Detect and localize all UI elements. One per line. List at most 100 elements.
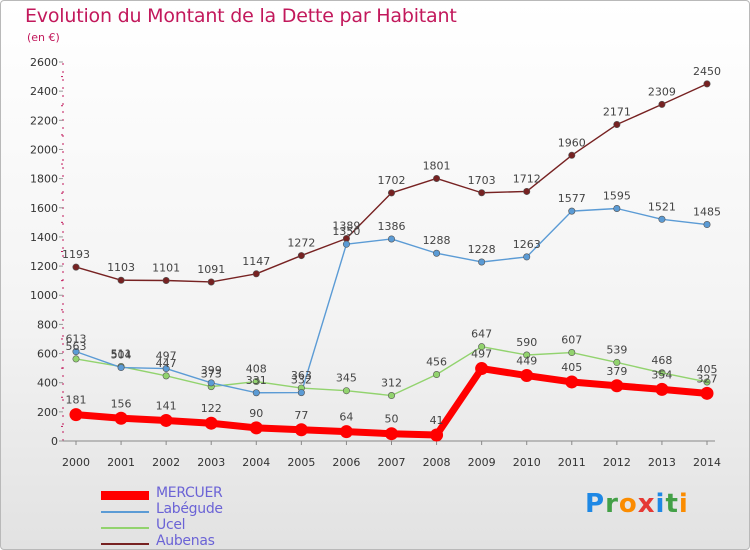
data-point [703,378,711,386]
data-label: 539 [606,343,627,356]
x-tick-label: 2004 [242,456,270,469]
data-label: 1350 [332,225,360,238]
data-point [658,215,666,223]
data-point [72,263,80,271]
data-label: 1091 [197,263,225,276]
data-label: 1703 [468,174,496,187]
data-point [72,348,80,356]
data-label: 447 [156,357,177,370]
data-label: 1228 [468,243,496,256]
data-label: 354 [651,368,672,381]
y-tick-label: 1200 [30,260,58,273]
data-point [72,355,80,363]
x-tick-label: 2010 [513,456,541,469]
data-point [658,369,666,377]
data-label: 511 [111,348,132,361]
data-label: 156 [111,397,132,410]
data-label: 373 [201,368,222,381]
proxiti-logo: Proxiti [585,489,689,519]
data-label: 1521 [648,200,676,213]
data-labels: 1193 1103 1101 1091 1147 1272 1389 1702 1801 1703… [62,65,721,427]
y-tick-label: 0 [51,435,58,448]
x-tick-label: 2003 [197,456,225,469]
data-point [568,151,576,159]
data-label: 1485 [693,206,721,219]
series-points [69,80,714,442]
data-label: 1389 [332,220,360,233]
data-point [342,240,350,248]
data-point [207,278,215,286]
x-tick-label: 2001 [107,456,135,469]
data-label: 1193 [62,248,90,261]
data-label: 1577 [558,192,586,205]
legend-swatch [101,527,149,529]
data-point [252,389,260,397]
legend-label: MERCUER [156,485,223,501]
data-label: 64 [339,411,353,424]
data-label: 1147 [242,255,270,268]
data-label: 1801 [423,159,451,172]
data-point [568,207,576,215]
legend-label: Ucel [156,517,186,533]
data-point [433,249,441,257]
legend-label: Labégude [156,501,223,517]
data-label: 1263 [513,238,541,251]
x-tick-label: 2006 [332,456,360,469]
logo-letter: i [678,489,689,519]
data-point [252,378,260,386]
data-label: 2450 [693,65,721,78]
data-point [387,392,395,400]
legend-swatch [101,511,149,513]
data-point [162,277,170,285]
x-tick-label: 2007 [378,456,406,469]
data-point [114,411,128,425]
data-label: 312 [381,377,402,390]
data-label: 607 [561,334,582,347]
data-point [610,379,624,393]
logo-letter: i [655,489,666,519]
data-label: 77 [294,409,308,422]
data-label: 363 [291,369,312,382]
data-label: 1101 [152,262,180,275]
data-label: 613 [66,333,87,346]
chart-title: Evolution du Montant de la Dette par Hab… [25,5,457,27]
x-tick-label: 2012 [603,456,631,469]
data-point [342,387,350,395]
data-point [430,428,444,442]
data-label: 647 [471,328,492,341]
data-point [387,235,395,243]
data-label: 41 [430,414,444,427]
logo-letter: t [665,489,679,519]
x-tick-label: 2011 [558,456,586,469]
y-tick-label: 1000 [30,289,58,302]
y-tick-label: 2000 [30,143,58,156]
data-point [478,258,486,266]
logo-letter: P [585,489,606,519]
data-label: 181 [66,394,87,407]
data-label: 331 [246,374,267,387]
data-label: 1386 [378,220,406,233]
data-label: 2171 [603,106,631,119]
x-tick-label: 2008 [423,456,451,469]
x-tick-label: 2013 [648,456,676,469]
data-label: 2309 [648,85,676,98]
data-point [433,174,441,182]
data-point [249,421,263,435]
data-label: 1103 [107,261,135,274]
x-tick-label: 2005 [287,456,315,469]
data-point [478,189,486,197]
data-label: 379 [606,365,627,378]
y-tick-label: 600 [37,348,58,361]
logo-letter: r [605,489,619,519]
data-point [162,372,170,380]
data-label: 1595 [603,189,631,202]
data-label: 1288 [423,234,451,247]
data-point [117,276,125,284]
data-label: 141 [156,399,177,412]
data-label: 497 [471,348,492,361]
data-label: 405 [561,361,582,374]
data-point [703,80,711,88]
legend-swatch [101,543,149,545]
